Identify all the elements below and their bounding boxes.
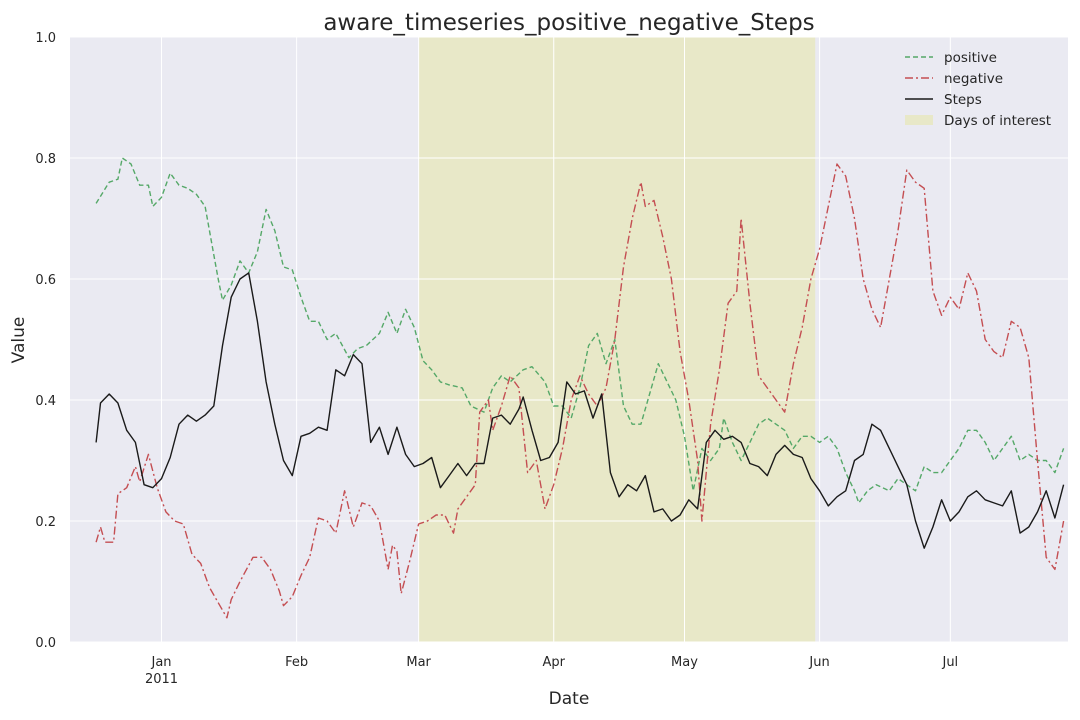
legend: positive negative Steps Days of interest [905,50,1051,129]
legend-label-days-of-interest: Days of interest [944,113,1051,129]
legend-label-positive: positive [944,50,997,66]
legend-swatch-days-of-interest [905,115,933,125]
chart-title: aware_timeseries_positive_negative_Steps [323,10,814,36]
grid [70,36,1068,643]
series-line-steps [95,272,1065,549]
y-tick-label: 0.8 [35,152,56,167]
series-line-positive [95,157,1065,504]
x-tick-label: Jun [808,655,829,670]
x-axis-label: Date [549,689,590,709]
y-tick-label: 0.6 [35,273,56,288]
series-line-negative [95,163,1065,619]
y-tick-label: 0.4 [35,394,56,409]
x-tick-label: May [671,655,698,670]
y-axis-label: Value [9,317,29,364]
x-tick-label: Jul [941,655,958,670]
y-tick-label: 0.0 [35,636,56,651]
x-tick-label: Apr [542,655,565,670]
series-layer [95,157,1065,619]
x-tick-label: Jan [150,655,171,670]
legend-label-steps: Steps [944,92,982,108]
y-tick-label: 1.0 [35,31,56,46]
days-of-interest-span [418,37,816,642]
x-tick-label: Mar [406,655,431,670]
legend-label-negative: negative [944,71,1003,87]
y-tick-label: 0.2 [35,515,56,530]
x-tick-sublabel: 2011 [145,672,178,687]
x-tick-label: Feb [285,655,308,670]
x-axis-ticks: Jan 2011 Feb Mar Apr May Jun Jul [145,655,958,687]
y-axis-ticks: 0.0 0.2 0.4 0.6 0.8 1.0 [35,31,56,651]
